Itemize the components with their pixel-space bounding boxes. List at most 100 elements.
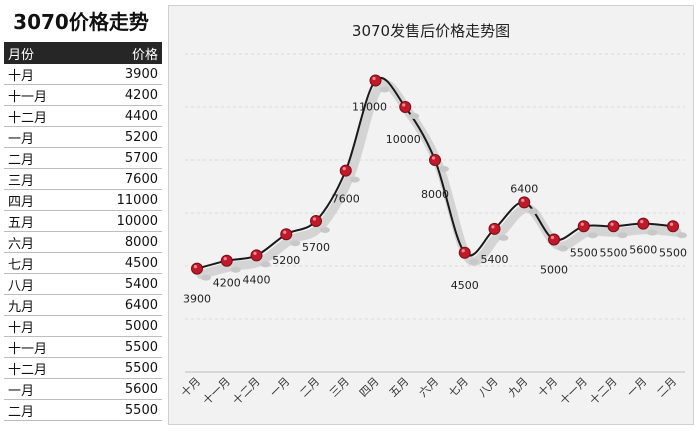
x-tick-label: 十一月 [557, 374, 590, 407]
data-point-marker [637, 217, 650, 230]
table-row: 十一月 4200 [4, 84, 162, 106]
column-header-price: 价格 [83, 42, 162, 64]
price-cell: 5000 [83, 315, 162, 337]
month-cell: 十一月 [4, 84, 83, 106]
month-cell: 五月 [4, 210, 83, 232]
marker-highlight [312, 217, 317, 221]
data-point-marker [310, 214, 322, 227]
data-point-marker [369, 74, 382, 87]
marker-highlight [402, 103, 406, 107]
table-row: 十一月 5500 [4, 336, 162, 358]
data-label: 4200 [213, 277, 241, 290]
price-cell: 4500 [83, 252, 162, 274]
marker-highlight [580, 222, 584, 226]
x-tick-label: 一月 [625, 375, 650, 400]
marker-highlight [491, 225, 495, 229]
data-point-marker [518, 196, 531, 209]
x-tick-label: 九月 [506, 375, 531, 400]
table-header-row: 月份 价格 [4, 42, 162, 64]
data-label: 11000 [352, 101, 387, 114]
marker-highlight [372, 76, 376, 81]
x-tick-label: 四月 [357, 375, 382, 400]
data-point-marker [399, 101, 412, 113]
data-point-marker [667, 220, 679, 233]
chart-panel: 3070发售后价格走势图 3900 4200 4400 5200 5700 7600 110… [168, 5, 694, 425]
series-line [196, 77, 674, 270]
data-label: 5700 [302, 241, 330, 254]
price-cell: 6400 [83, 294, 162, 316]
data-label: 5000 [540, 264, 568, 277]
data-point-marker [577, 220, 590, 233]
data-label: 5500 [600, 246, 628, 259]
marker-highlight [283, 230, 287, 234]
price-cell: 4400 [83, 105, 162, 127]
chart-title: 3070发售后价格走势图 [351, 22, 511, 40]
data-point-marker [607, 220, 620, 233]
marker-shadow [558, 245, 568, 252]
month-cell: 一月 [4, 378, 83, 400]
data-point-marker [548, 233, 560, 246]
table-row: 八月 5400 [4, 273, 162, 295]
table-row: 九月 6400 [4, 294, 162, 316]
price-cell: 5500 [83, 399, 162, 421]
table-row: 二月 5500 [4, 399, 162, 421]
marker-highlight [193, 265, 198, 269]
x-tick-label: 十二月 [586, 374, 619, 407]
marker-shadow [290, 240, 301, 247]
marker-shadow [320, 226, 330, 233]
month-cell: 十二月 [4, 357, 83, 379]
price-cell: 8000 [83, 231, 162, 253]
table-row: 五月 10000 [4, 210, 162, 232]
table-row: 七月 4500 [4, 252, 162, 274]
table-row: 十月 3900 [4, 64, 162, 85]
month-cell: 十一月 [4, 336, 83, 358]
marker-shadow [379, 86, 390, 93]
price-table: 月份 价格 十月 3900 十一月 4200 十二月 4400 一月 5200 二月 5700 三月… [4, 42, 162, 421]
marker-shadow [230, 266, 241, 273]
data-label: 7600 [332, 193, 360, 206]
month-cell: 十月 [4, 64, 83, 85]
month-cell: 六月 [4, 231, 83, 253]
price-cell: 5500 [83, 336, 162, 358]
x-tick-label: 七月 [446, 375, 471, 400]
month-cell: 八月 [4, 273, 83, 295]
data-label: 4500 [451, 279, 479, 292]
marker-highlight [431, 156, 436, 160]
marker-shadow [587, 232, 598, 239]
marker-highlight [461, 249, 465, 253]
x-tick-label: 十二月 [229, 374, 262, 407]
price-cell: 3900 [83, 64, 162, 85]
table-row: 二月 5700 [4, 147, 162, 169]
price-cell: 5700 [83, 147, 162, 169]
marker-shadow [349, 176, 360, 183]
month-cell: 二月 [4, 147, 83, 169]
series-line-shadow [196, 79, 682, 280]
marker-highlight [550, 235, 555, 240]
marker-shadow [528, 208, 539, 215]
data-label: 6400 [510, 182, 538, 195]
data-point-marker [429, 154, 441, 166]
price-cell: 10000 [83, 210, 162, 232]
x-tick-label: 六月 [416, 375, 441, 400]
month-cell: 二月 [4, 399, 83, 421]
x-tick-label: 二月 [297, 375, 322, 400]
table-row: 四月 11000 [4, 189, 162, 211]
table-row: 十二月 4400 [4, 105, 162, 127]
x-tick-label: 八月 [476, 375, 501, 400]
marker-shadow [617, 232, 628, 239]
data-label: 5200 [272, 254, 300, 267]
table-row: 一月 5200 [4, 126, 162, 148]
month-cell: 九月 [4, 294, 83, 316]
month-cell: 七月 [4, 252, 83, 274]
marker-shadow [260, 261, 271, 268]
price-cell: 5400 [83, 273, 162, 295]
price-cell: 7600 [83, 168, 162, 190]
x-tick-label: 三月 [327, 375, 352, 400]
data-label: 5600 [629, 244, 657, 257]
table-row: 六月 8000 [4, 231, 162, 253]
x-tick-label: 二月 [654, 375, 679, 400]
sheet-title: 3070价格走势 [13, 10, 149, 34]
data-label: 8000 [421, 188, 449, 201]
marker-highlight [640, 220, 644, 224]
marker-shadow [439, 166, 449, 172]
